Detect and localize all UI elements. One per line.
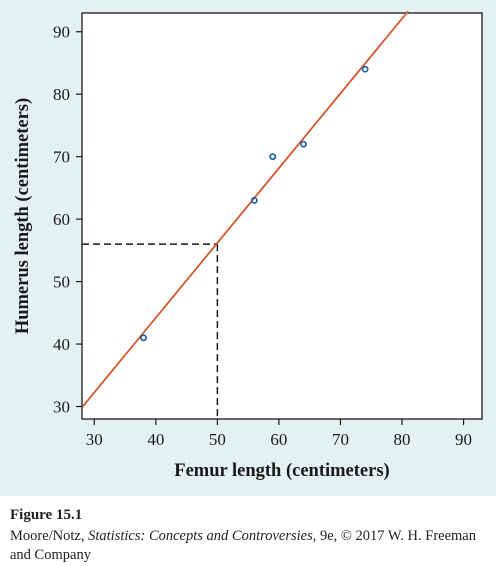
credit-book-title: Statistics: Concepts and Controversies <box>88 528 313 544</box>
y-tick-label: 30 <box>53 398 70 417</box>
x-axis-title: Femur length (centimeters) <box>174 461 389 481</box>
y-tick-label: 40 <box>53 335 70 354</box>
data-point <box>140 334 147 342</box>
data-point <box>250 196 258 204</box>
figure-caption: Figure 15.1 Moore/Notz, Statistics: Conc… <box>10 506 490 565</box>
y-tick-label: 80 <box>53 85 70 104</box>
data-point <box>361 65 369 73</box>
x-tick-label: 60 <box>270 430 287 449</box>
y-tick-label: 50 <box>53 273 70 292</box>
x-tick-label: 80 <box>394 430 411 449</box>
x-tick-label: 30 <box>86 430 103 449</box>
scatter-chart: 30 40 50 60 70 80 90 30 40 50 60 70 80 90 Femur lengt… <box>13 10 483 481</box>
y-tick-label: 60 <box>53 210 70 229</box>
x-tick-label: 90 <box>455 430 472 449</box>
plot-area <box>81 12 483 420</box>
credit-authors: Moore/Notz, <box>10 528 89 544</box>
axis-ticks: 30 40 50 60 70 80 90 30 40 50 60 70 80 90 <box>53 23 472 449</box>
figure-credit: Moore/Notz, Statistics: Concepts and Con… <box>10 527 490 565</box>
figure-label: Figure 15.1 <box>10 507 83 523</box>
y-axis-title: Humerus length (centimeters) <box>13 98 33 334</box>
plot-frame <box>81 12 483 420</box>
regression-line <box>81 10 409 408</box>
x-tick-label: 40 <box>147 430 164 449</box>
data-point <box>300 140 307 148</box>
data-points <box>140 65 369 342</box>
y-tick-label: 90 <box>53 23 70 42</box>
x-tick-label: 50 <box>209 430 226 449</box>
reference-lines <box>82 243 219 419</box>
credit-publisher: , 9e, © 2017 W. H. Freeman and Company <box>10 528 476 563</box>
y-tick-label: 70 <box>53 148 70 167</box>
x-tick-label: 70 <box>332 430 349 449</box>
data-point <box>269 153 277 161</box>
regression-line-layer <box>81 10 409 408</box>
